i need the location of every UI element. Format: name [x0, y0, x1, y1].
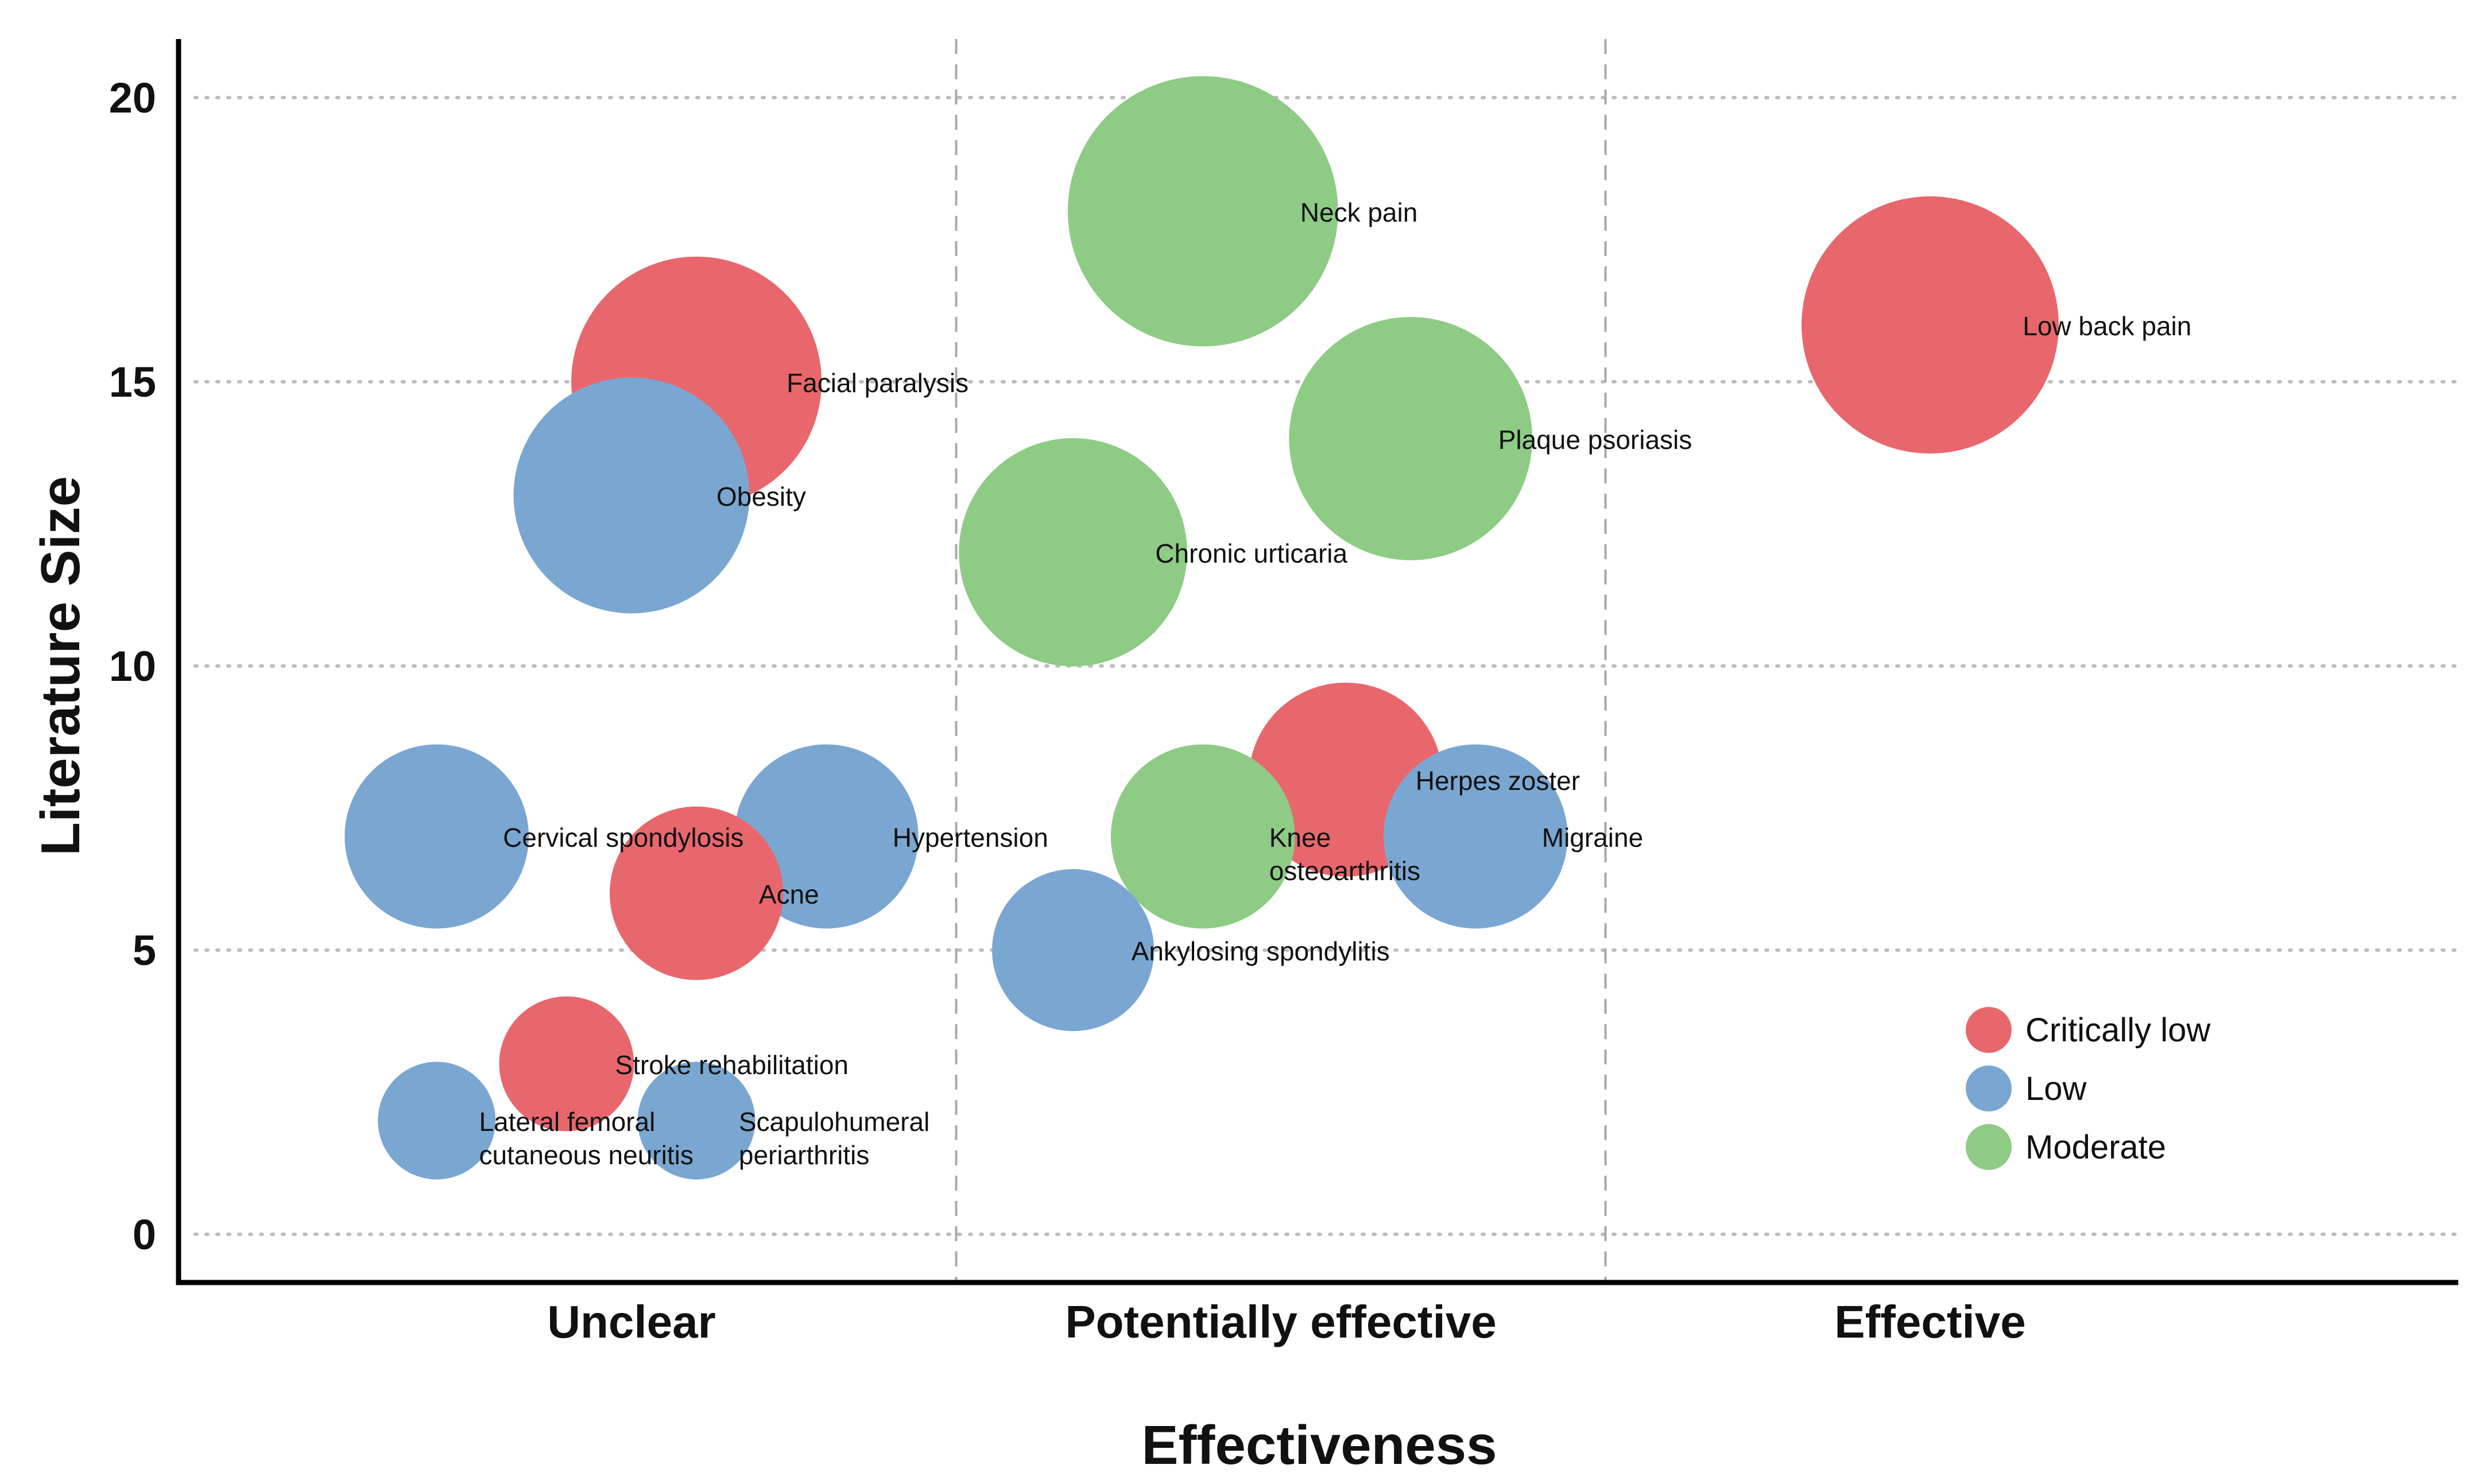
point-label-lateral-femoral-cutaneous-neuritis: Lateral femoral cutaneous neuritis	[479, 1107, 693, 1170]
legend-swatch-low	[1966, 1065, 2012, 1111]
grid-layer	[193, 39, 2460, 1282]
legend-swatch-moderate	[1966, 1124, 2012, 1170]
bubble-stroke-rehabilitation	[499, 996, 634, 1132]
point-label-obesity: Obesity	[716, 482, 806, 512]
point-label-plaque-psoriasis: Plaque psoriasis	[1498, 425, 1692, 455]
point-label-migraine: Migraine	[1542, 823, 1643, 853]
y-tick-label-0: 0	[133, 1211, 156, 1258]
point-label-chronic-urticaria: Chronic urticaria	[1155, 538, 1347, 568]
y-tick-label-5: 5	[133, 927, 156, 974]
bubble-cervical-spondylosis	[344, 744, 529, 929]
y-axis-title: Literature Size	[30, 476, 91, 856]
x-category-potentially-effective: Potentially effective	[1065, 1296, 1496, 1347]
x-axis-title: Effectiveness	[1142, 1415, 1497, 1476]
bubble-migraine	[1383, 744, 1568, 929]
bubble-acne	[609, 806, 784, 981]
point-label-neck-pain: Neck pain	[1300, 197, 1418, 227]
legend-label-moderate: Moderate	[2025, 1129, 2166, 1166]
point-label-ankylosing-spondylitis: Ankylosing spondylitis	[1132, 936, 1390, 966]
point-label-acne: Acne	[759, 879, 819, 909]
x-category-unclear: Unclear	[547, 1296, 715, 1347]
point-label-low-back-pain: Low back pain	[2023, 311, 2191, 341]
point-label-cervical-spondylosis: Cervical spondylosis	[503, 823, 743, 853]
bubble-lateral-femoral-cutaneous-neuritis	[378, 1061, 496, 1180]
bubble-chronic-urticaria	[959, 438, 1187, 667]
point-label-layer: Neck pain Low back pain Facial paralysis Pl…	[479, 197, 2191, 1170]
bubble-plaque-psoriasis	[1289, 317, 1533, 560]
point-label-facial-paralysis: Facial paralysis	[787, 368, 969, 398]
x-category-effective: Effective	[1834, 1296, 2025, 1347]
y-tick-label-10: 10	[109, 642, 156, 690]
bubble-obesity	[513, 377, 750, 614]
bubble-knee-osteoarthritis	[1110, 744, 1295, 929]
point-label-stroke-rehabilitation: Stroke rehabilitation	[615, 1050, 849, 1080]
bubble-ankylosing-spondylitis	[991, 869, 1155, 1032]
tick-label-layer: 0 5 10 15 20 Unclear Potentially effective Effe…	[109, 74, 2026, 1347]
point-label-scapulohumeral-periarthritis: Scapulohumeral periarthritis	[739, 1107, 929, 1170]
legend-swatch-critically-low	[1966, 1007, 2012, 1053]
y-tick-label-20: 20	[109, 74, 156, 122]
legend-label-critically-low: Critically low	[2025, 1012, 2211, 1049]
point-label-hypertension: Hypertension	[893, 823, 1048, 853]
bubble-scapulohumeral-periarthritis	[637, 1061, 756, 1180]
legend: Critically low Low Moderate	[1966, 1007, 2211, 1170]
axes-frame	[176, 39, 2458, 1285]
bubble-neck-pain	[1067, 76, 1338, 347]
legend-label-low: Low	[2025, 1070, 2087, 1107]
bubble-layer	[344, 76, 2059, 1180]
bubble-low-back-pain	[1802, 196, 2059, 454]
y-tick-label-15: 15	[109, 358, 156, 406]
axis-layer	[176, 39, 2458, 1285]
point-label-knee-osteoarthritis: Knee osteoarthritis	[1269, 823, 1420, 886]
point-label-herpes-zoster: Herpes zoster	[1416, 766, 1580, 796]
